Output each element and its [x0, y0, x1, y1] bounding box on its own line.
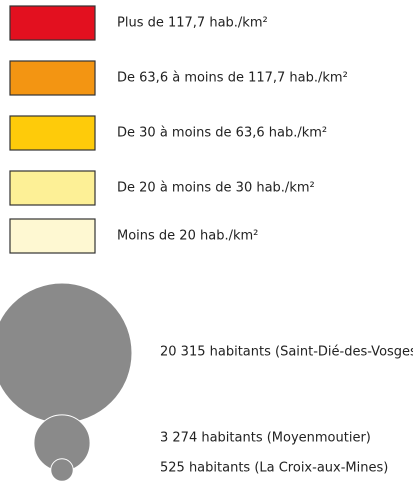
population-circle — [0, 282, 133, 424]
class-label: De 20 à moins de 30 hab./km² — [117, 181, 315, 196]
circle-label: 3 274 habitants (Moyenmoutier) — [160, 431, 371, 446]
class-swatch — [9, 5, 96, 41]
class-swatch — [9, 60, 96, 96]
population-circle — [50, 458, 74, 482]
circle-label: 20 315 habitants (Saint-Dié-des-Vosges) — [160, 345, 413, 360]
class-label: De 63,6 à moins de 117,7 hab./km² — [117, 71, 348, 86]
class-swatch — [9, 170, 96, 206]
class-label: De 30 à moins de 63,6 hab./km² — [117, 126, 327, 141]
class-label: Plus de 117,7 hab./km² — [117, 16, 268, 31]
class-label: Moins de 20 hab./km² — [117, 229, 258, 244]
circle-label: 525 habitants (La Croix-aux-Mines) — [160, 461, 388, 476]
class-swatch — [9, 218, 96, 254]
class-swatch — [9, 115, 96, 151]
